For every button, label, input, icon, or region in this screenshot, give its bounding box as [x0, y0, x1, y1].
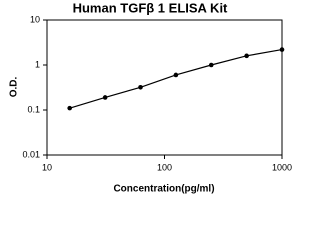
background [0, 0, 300, 200]
data-point [279, 47, 285, 52]
chart-title: Human TGFβ 1 ELISA Kit [73, 0, 228, 15]
data-point [102, 95, 108, 100]
chart: Human TGFβ 1 ELISA Kit Concentration(pg/… [0, 0, 300, 200]
y-tick-label: 1 [35, 59, 40, 69]
y-tick-label: 0.1 [27, 104, 40, 114]
data-point [208, 62, 214, 68]
x-axis-label: Concentration(pg/ml) [113, 184, 214, 195]
y-tick-label: 10 [30, 14, 40, 24]
y-axis-label: O.D. [9, 77, 20, 98]
data-point [173, 72, 179, 78]
x-tick-label: 100 [157, 162, 172, 172]
data-point [67, 105, 72, 111]
data-point [138, 84, 143, 90]
y-tick-label: 0.01 [22, 149, 40, 159]
data-point [244, 53, 249, 59]
x-tick-label: 10 [42, 162, 52, 172]
x-tick-label: 1000 [272, 162, 292, 172]
